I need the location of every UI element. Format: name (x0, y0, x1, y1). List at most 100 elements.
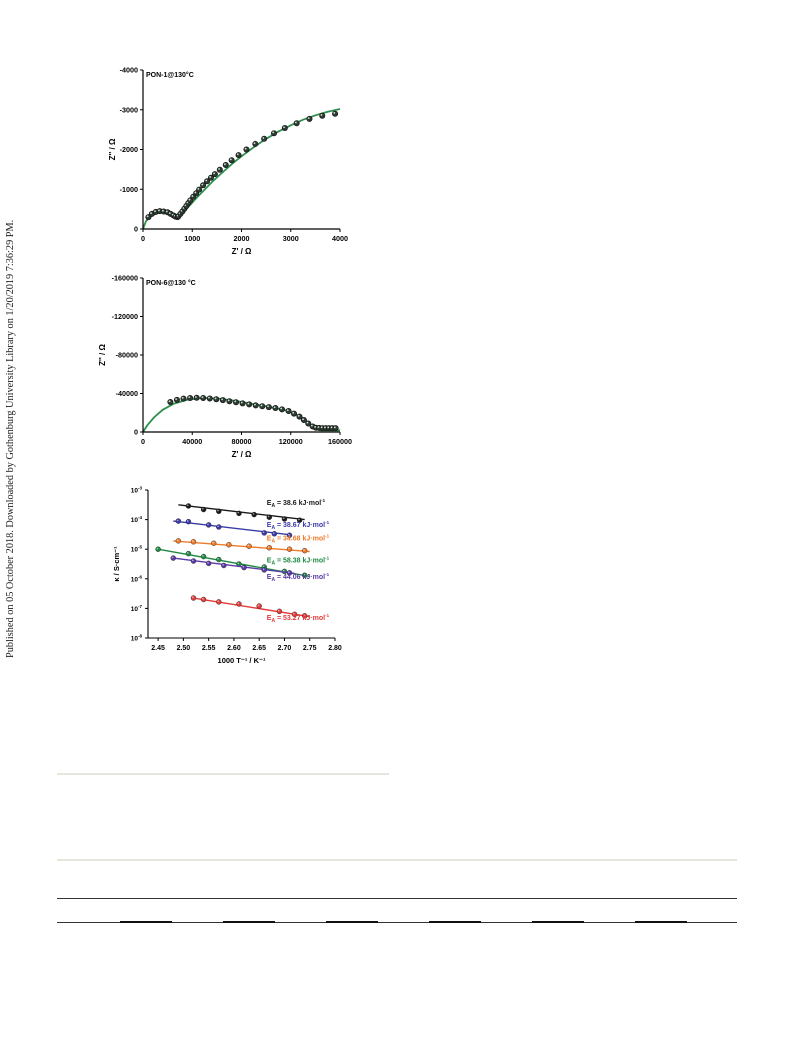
data-point (236, 601, 242, 607)
y-tick-label: -80000 (116, 351, 138, 360)
activation-energy-label: EA = 58.38 kJ·mol-1 (267, 556, 330, 567)
data-point-highlight (282, 569, 285, 572)
data-point-highlight (188, 198, 191, 201)
data-point (155, 546, 161, 552)
table-col-mark (120, 921, 172, 923)
data-point-highlight (320, 114, 323, 116)
data-point (221, 562, 227, 569)
data-point (239, 400, 246, 407)
nyquist-plot-pon1: 0 1000 2000 3000 4000 0 -1000 -2000 -3000 -4000 PO… (108, 66, 348, 256)
table-col-mark (635, 921, 687, 923)
publication-side-note: Published on 05 October 2018. Downloaded… (5, 178, 19, 658)
data-point (190, 595, 197, 601)
data-point-highlight (252, 513, 255, 515)
y-tick-label: 10-5 (131, 545, 143, 554)
data-point-highlight (181, 396, 184, 399)
data-point-highlight (254, 403, 256, 406)
data-point-highlight (161, 209, 164, 212)
x-tick-label: 0 (141, 234, 145, 243)
data-point-highlight (217, 600, 219, 602)
data-point-highlight (333, 112, 336, 114)
data-point (228, 157, 235, 164)
data-point-highlight (156, 547, 159, 550)
x-axis-title: Z' / Ω (232, 450, 252, 459)
data-point (185, 550, 192, 557)
data-point-highlight (208, 396, 210, 399)
section-rule-short (57, 773, 389, 775)
data-point-highlight (207, 561, 209, 564)
data-point-highlight (314, 426, 317, 428)
y-tick-label: -2000 (120, 145, 138, 154)
data-point-highlight (227, 543, 229, 545)
x-tick-label: 3000 (283, 234, 299, 243)
data-point-highlight (202, 598, 204, 600)
data-point-highlight (277, 609, 280, 612)
data-point-highlight (209, 176, 212, 178)
data-point (252, 402, 259, 409)
data-point-highlight (262, 568, 265, 571)
arrhenius-plot: EA = 38.6 kJ·mol-1 EA = 38.67 kJ·mol-1 EA … (112, 486, 342, 666)
data-point-highlight (217, 525, 219, 528)
data-point (170, 555, 176, 561)
data-point-highlight (306, 421, 309, 424)
data-point (206, 395, 213, 402)
data-point-highlight (191, 596, 194, 599)
data-point (246, 543, 252, 549)
data-point (319, 112, 326, 119)
x-tick-label: 2.65 (252, 645, 266, 652)
activation-energy-label: EA = 53.27 kJ·mol-1 (267, 613, 330, 624)
x-tick-label: 2.50 (177, 645, 191, 652)
data-point (213, 396, 220, 403)
data-point-highlight (273, 406, 276, 409)
fit-line (193, 597, 310, 618)
data-point-highlight (282, 517, 285, 520)
x-tick-label: 2.55 (202, 645, 216, 652)
data-point (233, 399, 240, 406)
data-point-highlight (272, 131, 275, 134)
data-point-highlight (154, 210, 156, 213)
data-point (200, 596, 207, 603)
data-point-highlight (244, 147, 247, 150)
data-point-highlight (205, 179, 208, 182)
data-point-highlight (237, 562, 240, 565)
data-point (226, 542, 232, 548)
data-point (291, 410, 298, 417)
data-point-highlight (240, 401, 243, 404)
data-point (205, 522, 212, 528)
data-point-highlight (262, 565, 265, 568)
y-tick-label: 0 (134, 428, 138, 437)
y-tick-label: 10-3 (131, 486, 143, 495)
table-col-mark (429, 921, 481, 923)
data-point-highlight (186, 520, 189, 522)
data-point (278, 406, 285, 413)
data-point (259, 403, 266, 410)
data-point-highlight (327, 426, 330, 429)
x-axis-title: 1000 T⁻¹ / K⁻¹ (218, 656, 266, 665)
y-tick-label: -40000 (116, 389, 138, 398)
data-point (187, 394, 194, 401)
data-point (190, 539, 197, 545)
data-point-highlight (283, 126, 285, 129)
data-point-highlight (262, 531, 265, 534)
data-point-highlight (176, 539, 179, 542)
data-point-highlight (224, 163, 226, 166)
y-tick-label: -120000 (112, 312, 138, 321)
data-point (306, 115, 313, 122)
y-tick-label: 10-6 (131, 574, 143, 583)
data-point-highlight (186, 504, 189, 507)
data-point (252, 140, 259, 147)
data-point-highlight (213, 172, 216, 175)
data-point-highlight (253, 142, 256, 145)
data-point-highlight (237, 602, 240, 605)
y-axis-title: Z'' / Ω (98, 344, 107, 366)
data-point (332, 110, 339, 117)
data-point (216, 166, 223, 173)
x-tick-label: 80000 (232, 437, 252, 446)
x-tick-label: 120000 (279, 437, 303, 446)
data-point-highlight (286, 409, 289, 412)
data-point (285, 408, 292, 415)
data-point-highlight (146, 215, 149, 218)
data-point (211, 540, 217, 546)
x-tick-label: 2.45 (151, 645, 165, 652)
x-tick-label: 160000 (328, 437, 352, 446)
